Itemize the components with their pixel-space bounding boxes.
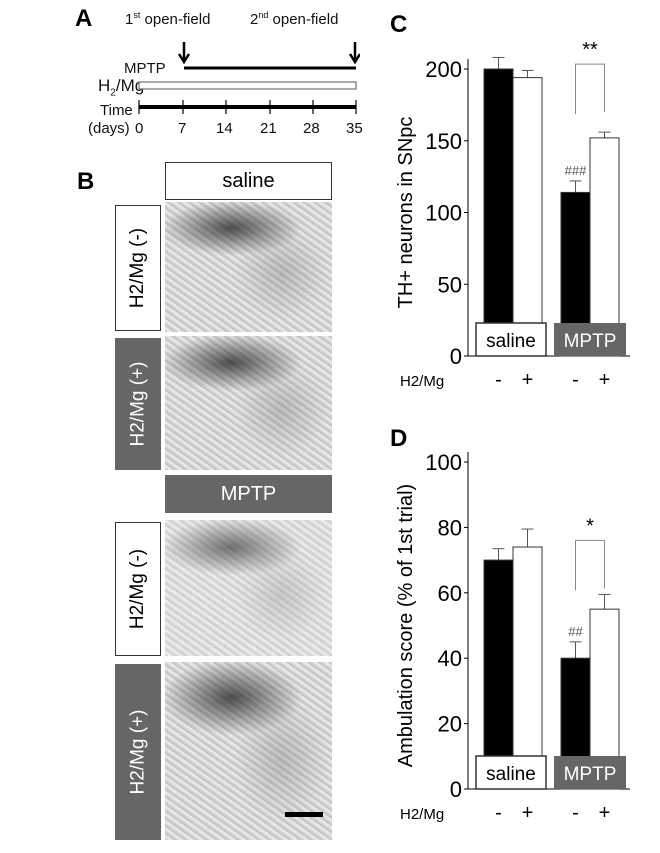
- factor-label: H2/Mg: [400, 373, 444, 390]
- significance-stars: *: [586, 515, 594, 537]
- group-box-mptp: [554, 756, 626, 789]
- bar: [483, 68, 514, 357]
- label-saline-neg: H2/Mg (-): [115, 205, 161, 331]
- panel-b-label: B: [77, 168, 95, 195]
- y-tick-label: 150: [425, 129, 462, 154]
- time-label: Time: [100, 102, 133, 119]
- group-label-saline: saline: [486, 764, 536, 785]
- panel-label: C: [390, 11, 407, 38]
- y-tick-label: 0: [450, 777, 462, 802]
- y-axis-label: Ambulation score (% of 1st trial): [395, 484, 417, 767]
- micrograph-mptp-pos: [165, 662, 332, 840]
- bar: [589, 137, 620, 357]
- y-tick-label: 100: [425, 201, 462, 226]
- panel-a-label: A: [75, 5, 93, 32]
- factor-level-label: -: [572, 369, 579, 391]
- time-tick-labels: 0 7 14 21 28 35: [135, 120, 363, 137]
- days-label: (days): [88, 120, 130, 137]
- y-tick-label: 60: [438, 581, 462, 606]
- group-box-saline: [475, 755, 547, 790]
- factor-level-label: +: [522, 369, 534, 391]
- y-axis-label: TH+ neurons in SNpc: [395, 117, 417, 309]
- scale-bar: [285, 812, 323, 817]
- y-tick-label: 200: [425, 57, 462, 82]
- y-tick-label: 40: [438, 646, 462, 671]
- factor-level-label: +: [522, 802, 534, 824]
- significance-bracket: [575, 539, 605, 591]
- y-tick-label: 20: [438, 712, 462, 737]
- h2mg-label: H2/Mg: [98, 76, 145, 99]
- label-mptp-pos: H2/Mg (+): [115, 664, 161, 840]
- bar: [512, 77, 543, 357]
- group-label-mptp: MPTP: [564, 764, 617, 785]
- saline-header: saline: [165, 162, 332, 200]
- hash-annotation: ###: [565, 163, 587, 178]
- bar: [483, 559, 514, 790]
- bar: [512, 546, 543, 790]
- factor-level-label: -: [495, 802, 502, 824]
- group-label-saline: saline: [486, 331, 536, 352]
- label-saline-pos: H2/Mg (+): [115, 338, 161, 470]
- micrograph-mptp-neg: [165, 520, 332, 656]
- significance-stars: **: [582, 39, 598, 61]
- label-mptp-neg: H2/Mg (-): [115, 522, 161, 656]
- second-arrow-icon: [348, 42, 360, 65]
- group-label-mptp: MPTP: [564, 331, 617, 352]
- chart-d: D 0 20 40 60 80 100 Ambulation score (% of 1st …: [390, 425, 630, 824]
- factor-label: H2/Mg: [400, 806, 444, 823]
- group-box-mptp: [554, 323, 626, 356]
- second-open-field-label: 2nd open-field: [250, 10, 339, 28]
- h2mg-bar: [138, 81, 357, 90]
- y-tick-label: 100: [425, 450, 462, 475]
- timeline-diagram: [138, 42, 360, 114]
- hash-annotation: ##: [568, 624, 583, 639]
- mptp-header: MPTP: [165, 475, 332, 513]
- first-arrow-icon: [177, 42, 191, 65]
- factor-level-label: -: [572, 802, 579, 824]
- factor-level-label: -: [495, 369, 502, 391]
- time-ticks: [138, 100, 357, 114]
- mptp-label: MPTP: [124, 60, 166, 77]
- factor-level-label: +: [599, 802, 611, 824]
- panel-label: D: [390, 425, 407, 452]
- micrograph-saline-pos: [165, 336, 332, 470]
- y-tick-label: 0: [450, 344, 462, 369]
- factor-level-label: +: [599, 369, 611, 391]
- y-tick-label: 80: [438, 515, 462, 540]
- micrograph-saline-neg: [165, 202, 332, 332]
- group-box-saline: [475, 322, 547, 357]
- significance-bracket: [575, 63, 605, 115]
- y-tick-label: 50: [438, 272, 462, 297]
- first-open-field-label: 1st open-field: [125, 10, 211, 28]
